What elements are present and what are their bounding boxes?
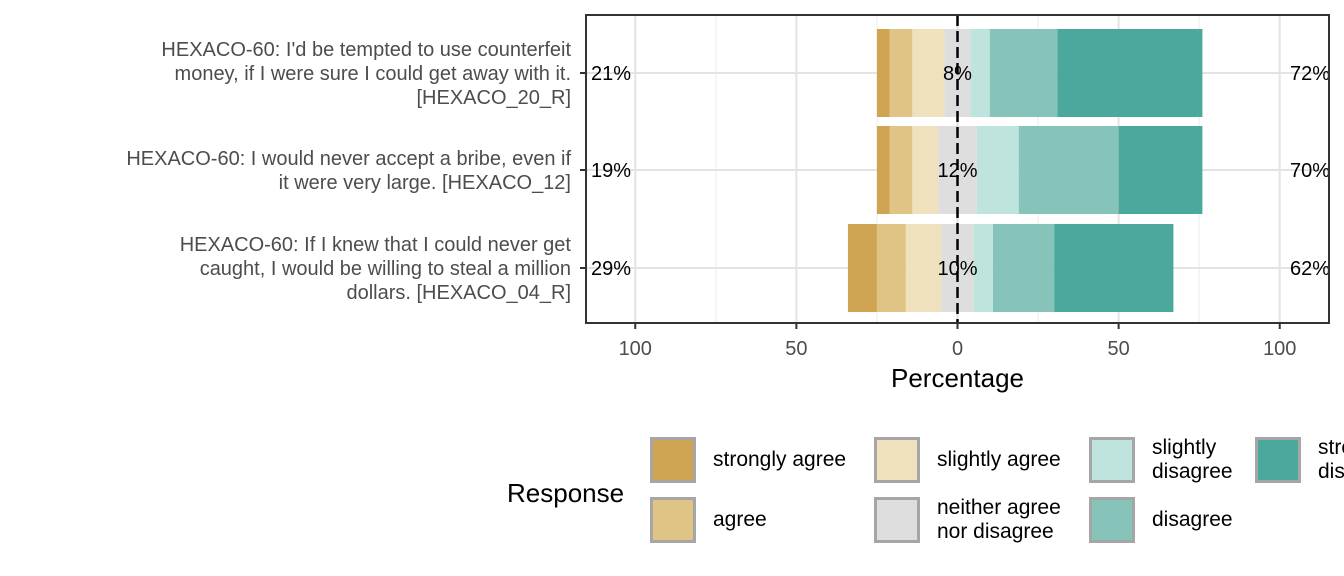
bar-segment-strongly-agree (847, 224, 877, 312)
bar-segment-strongly-agree (876, 29, 890, 117)
bar-segment-slightly-disagree (970, 29, 990, 117)
y-category-label: HEXACO-60: I would never accept a bribe,… (20, 147, 571, 195)
bar-segment-agree (889, 126, 913, 214)
legend-swatch (874, 497, 920, 543)
bar-segment-disagree (992, 224, 1055, 312)
bar-segment-strongly-disagree (1054, 224, 1174, 312)
bar-segment-disagree (1018, 126, 1119, 214)
y-category-label: HEXACO-60: I'd be tempted to use counter… (20, 38, 571, 110)
legend-label: slightly agree (937, 448, 1061, 471)
bar-segment-agree (876, 224, 906, 312)
bar-segment-strongly-agree (876, 126, 890, 214)
y-category-label-line: HEXACO-60: I would never accept a bribe,… (126, 148, 571, 170)
x-axis-title: Percentage (891, 363, 1024, 393)
center-percent-label: 10% (937, 258, 977, 280)
bar-segment-slightly-disagree (973, 224, 993, 312)
legend-title: Response (507, 478, 625, 508)
legend-label: slightly disagree (1152, 436, 1233, 483)
x-tick-label: 50 (785, 338, 807, 360)
y-category-label-line: [HEXACO_20_R] (416, 87, 571, 109)
y-category-label-line: HEXACO-60: If I knew that I could never … (179, 234, 571, 256)
legend-swatch (650, 437, 696, 483)
y-category-label-line: caught, I would be willing to steal a mi… (199, 258, 571, 280)
legend-swatch (650, 497, 696, 543)
left-percent-label: 21% (591, 63, 631, 85)
legend-label: neither agree nor disagree (937, 496, 1061, 543)
right-percent-label: 62% (1290, 258, 1330, 280)
x-tick-label: 50 (1108, 338, 1130, 360)
right-percent-label: 72% (1290, 63, 1330, 85)
legend-label: stronglydisagree (1318, 436, 1344, 483)
legend-swatch (874, 437, 920, 483)
bar-segment-agree (889, 29, 913, 117)
bar-segment-disagree (989, 29, 1058, 117)
y-category-label-line: money, if I were sure I could get away w… (174, 63, 571, 85)
x-tick-label: 0 (952, 338, 963, 360)
legend-swatch (1255, 437, 1301, 483)
legend-label: disagree (1152, 508, 1233, 531)
legend-swatch (1089, 497, 1135, 543)
bar-segment-slightly-disagree (976, 126, 1019, 214)
y-category-label-line: dollars. [HEXACO_04_R] (346, 282, 571, 304)
center-percent-label: 12% (937, 160, 977, 182)
y-category-label-line: HEXACO-60: I'd be tempted to use counter… (161, 39, 571, 61)
left-percent-label: 29% (591, 258, 631, 280)
legend-swatch (1089, 437, 1135, 483)
bar-segment-slightly-agree (905, 224, 942, 312)
bar-segment-strongly-disagree (1118, 126, 1203, 214)
bar-segment-slightly-agree (912, 29, 945, 117)
bar-segment-slightly-agree (912, 126, 939, 214)
left-percent-label: 19% (591, 160, 631, 182)
x-tick-label: 100 (1263, 338, 1296, 360)
center-percent-label: 8% (943, 63, 972, 85)
bar-segment-strongly-disagree (1057, 29, 1203, 117)
right-percent-label: 70% (1290, 160, 1330, 182)
x-tick-label: 100 (619, 338, 652, 360)
y-category-label-line: it were very large. [HEXACO_12] (278, 172, 571, 194)
legend-label: strongly agree (713, 448, 847, 471)
y-category-label: HEXACO-60: If I knew that I could never … (20, 233, 571, 305)
legend-label: agree (713, 508, 767, 531)
